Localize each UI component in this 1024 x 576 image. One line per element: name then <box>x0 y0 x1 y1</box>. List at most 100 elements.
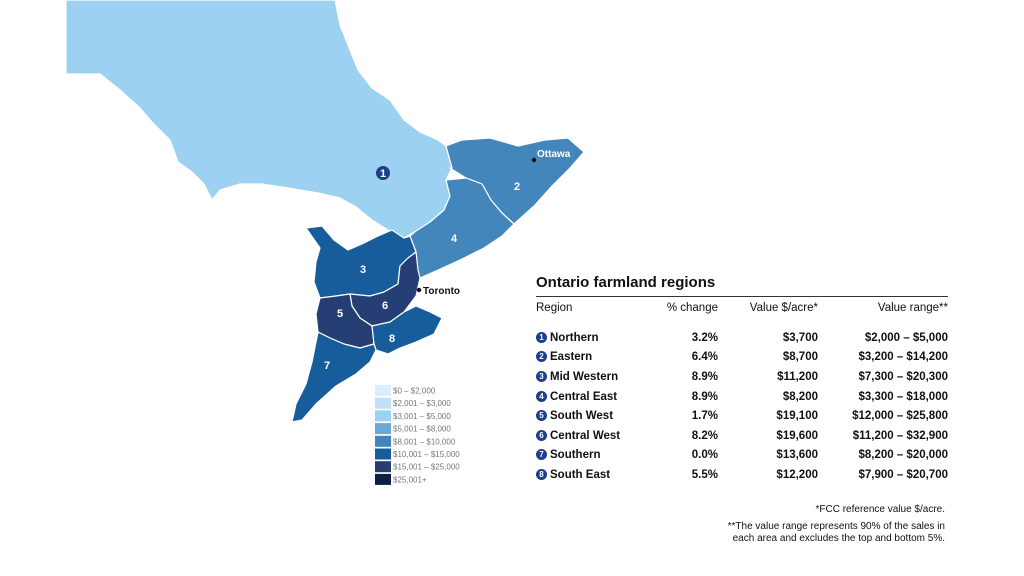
cell-value: $8,200 <box>782 390 818 403</box>
table-row: 6 Central West 8.2% $19,600 $11,200 – $32,90… <box>536 426 948 446</box>
cell-region: 3 Mid Western <box>536 367 656 387</box>
legend-swatch <box>375 385 391 396</box>
legend-label: $3,001 – $5,000 <box>393 412 451 421</box>
cell-range: $7,300 – $20,300 <box>858 370 948 383</box>
header-change: % change <box>666 302 718 314</box>
cell-change: 5.5% <box>691 468 718 481</box>
legend-label: $8,001 – $10,000 <box>393 437 456 446</box>
cell-value: $13,600 <box>776 449 818 462</box>
region-name: Northern <box>550 331 599 344</box>
cell-value: $19,600 <box>776 429 818 442</box>
cell-region: 2 Eastern <box>536 348 656 368</box>
map-legend: $0 – $2,000 $2,001 – $3,000 $3,001 – $5,00… <box>375 385 460 485</box>
legend-swatch <box>375 473 391 485</box>
cell-region: 6 Central West <box>536 426 656 446</box>
svg-text:2: 2 <box>514 181 520 193</box>
legend-swatch <box>375 397 391 409</box>
svg-text:7: 7 <box>324 360 330 372</box>
legend-label: $2,001 – $3,000 <box>393 399 451 408</box>
legend-swatch <box>375 410 391 422</box>
cell-range: $3,200 – $14,200 <box>858 351 948 364</box>
region-name: Central West <box>550 429 621 442</box>
cell-change: 0.0% <box>691 449 718 462</box>
region-badge-5: 5 <box>337 308 343 320</box>
region-badge-6: 6 <box>382 300 388 312</box>
cell-region: 7 Southern <box>536 446 656 466</box>
cell-change: 8.9% <box>691 390 718 403</box>
region-southern <box>291 331 377 423</box>
legend-label: $15,001 – $25,000 <box>393 463 460 472</box>
table-row: 1 Northern 3.2% $3,700 $2,000 – $5,000 <box>536 328 948 348</box>
cell-change: 8.2% <box>691 429 718 442</box>
region-badge-4: 4 <box>451 233 458 245</box>
region-badge-3: 3 <box>360 264 366 276</box>
footnote-value-range: **The value range represents 90% of the … <box>600 521 945 545</box>
region-eastern <box>445 137 585 225</box>
cell-change: 8.9% <box>691 370 718 383</box>
table-row: 7 Southern 0.0% $13,600 $8,200 – $20,000 <box>536 446 948 466</box>
footnotes: *FCC reference value $/acre. **The value… <box>600 504 945 550</box>
legend-label: $5,001 – $8,000 <box>393 425 451 434</box>
table-header-row: Region % change Value $/acre* Value rang… <box>536 299 948 328</box>
city-ottawa: Ottawa <box>531 149 571 163</box>
svg-text:4: 4 <box>451 233 458 245</box>
region-number-badge: 7 <box>536 449 547 461</box>
legend-swatch <box>375 448 391 460</box>
city-toronto: Toronto <box>416 286 460 297</box>
table-row: 4 Central East 8.9% $8,200 $3,300 – $18,000 <box>536 387 948 407</box>
region-name: Eastern <box>550 351 593 364</box>
header-range: Value range** <box>877 302 948 314</box>
cell-value: $8,700 <box>782 351 818 364</box>
cell-value: $19,100 <box>776 410 818 423</box>
region-number-badge: 6 <box>536 429 547 441</box>
region-name: South East <box>550 468 611 481</box>
svg-text:Toronto: Toronto <box>423 286 460 297</box>
region-central-east <box>403 177 515 283</box>
region-badge-1: 1 <box>376 166 390 180</box>
cell-value: $11,200 <box>777 370 818 383</box>
region-number-badge: 4 <box>536 390 547 402</box>
cell-region: 1 Northern <box>536 328 656 348</box>
cell-value: $3,700 <box>782 331 818 344</box>
legend-label: $0 – $2,000 <box>393 387 436 396</box>
svg-text:Ottawa: Ottawa <box>537 149 571 160</box>
region-name: Southern <box>550 449 601 462</box>
svg-text:3: 3 <box>360 264 366 276</box>
footnote-line-2: each area and excludes the top and botto… <box>732 533 945 544</box>
region-name: South West <box>550 410 614 423</box>
farmland-table: Region % change Value $/acre* Value rang… <box>536 299 948 485</box>
region-number-badge: 2 <box>536 351 547 363</box>
cell-region: 8 South East <box>536 465 656 485</box>
region-badge-7: 7 <box>324 360 330 372</box>
table-title: Ontario farmland regions <box>536 274 716 291</box>
cell-range: $3,300 – $18,000 <box>858 390 948 403</box>
table-row: 8 South East 5.5% $12,200 $7,900 – $20,700 <box>536 465 948 485</box>
legend-label: $10,001 – $15,000 <box>393 450 460 459</box>
region-number-badge: 8 <box>536 468 547 480</box>
footnote-reference-value: *FCC reference value $/acre. <box>815 504 945 515</box>
region-badge-2: 2 <box>514 181 520 193</box>
region-number-badge: 1 <box>536 331 547 343</box>
cell-region: 5 South West <box>536 406 656 426</box>
title-rule <box>536 296 948 297</box>
svg-text:1: 1 <box>380 168 386 180</box>
cell-range: $11,200 – $32,900 <box>852 429 948 442</box>
legend-swatch <box>375 435 391 447</box>
cell-range: $2,000 – $5,000 <box>864 331 948 344</box>
cell-region: 4 Central East <box>536 387 656 407</box>
table-row: 5 South West 1.7% $19,100 $12,000 – $25,800 <box>536 406 948 426</box>
legend-swatch <box>375 423 391 435</box>
table-row: 2 Eastern 6.4% $8,700 $3,200 – $14,200 <box>536 348 948 368</box>
region-name: Central East <box>550 390 618 403</box>
header-region: Region <box>536 302 573 314</box>
region-name: Mid Western <box>550 370 619 383</box>
svg-text:6: 6 <box>382 300 388 312</box>
footnote-line-1: **The value range represents 90% of the … <box>727 521 945 532</box>
legend-swatch <box>375 461 391 473</box>
cell-range: $12,000 – $25,800 <box>852 410 948 423</box>
region-number-badge: 5 <box>536 410 547 422</box>
cell-value: $12,200 <box>776 468 818 481</box>
cell-range: $7,900 – $20,700 <box>858 468 948 481</box>
region-badge-8: 8 <box>389 333 395 345</box>
